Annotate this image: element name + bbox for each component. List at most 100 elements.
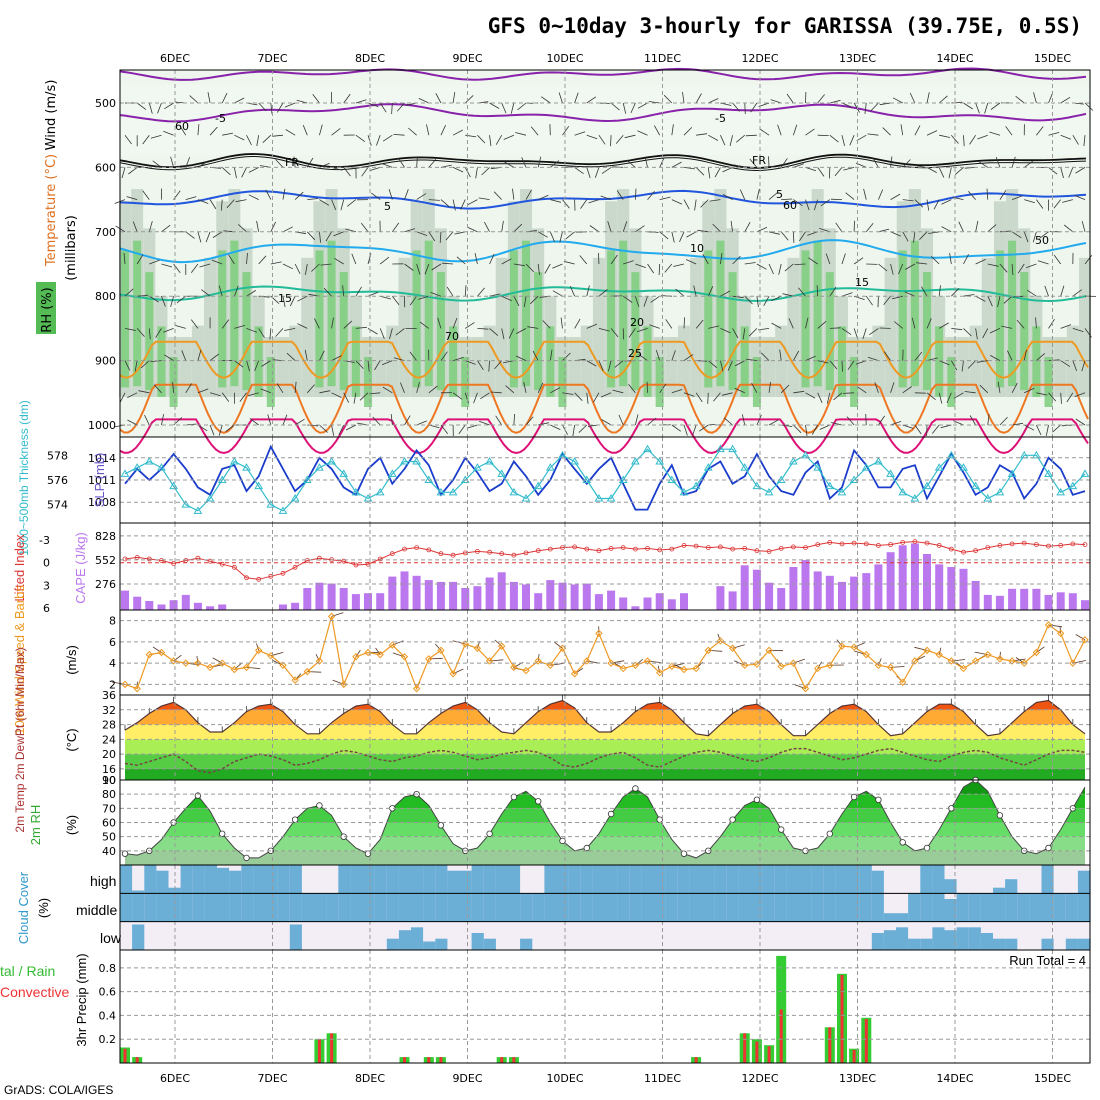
cloud-cell-clear: [1029, 921, 1043, 950]
wind-barb: [890, 382, 895, 393]
thickness-point: [594, 494, 604, 502]
cape-bar: [655, 593, 664, 610]
wind-barb: [537, 263, 540, 275]
wind-barb: [665, 319, 673, 329]
precip-conv-bar: [864, 1019, 868, 1063]
wind-barb: [246, 252, 248, 265]
wind-barb: [381, 360, 393, 366]
thickness-point: [1007, 469, 1017, 477]
wind-barb: [428, 199, 440, 201]
wind-barb: [673, 263, 685, 267]
contour-label: 25: [628, 347, 642, 360]
wind-barb: [1011, 195, 1023, 200]
wind-barb: [634, 414, 639, 426]
wind-barb: [598, 328, 610, 332]
wind-tick-label: 8: [109, 615, 116, 628]
wind-barb: [409, 295, 417, 306]
cloud-cell-low: [883, 930, 897, 950]
lifted-index-point: [474, 549, 480, 554]
wind-barb: [212, 231, 223, 238]
cloud-cell-clear: [883, 865, 897, 894]
cape-bar: [582, 583, 591, 610]
rh-shade-moist: [121, 250, 129, 388]
wind-barb: [999, 416, 1008, 426]
wind-barb: [226, 199, 235, 209]
wind-speed-point: [899, 678, 907, 686]
lifted-index-point: [377, 556, 383, 562]
cloud-cell-high: [774, 865, 788, 894]
wind-barb: [931, 256, 940, 265]
wind-barb: [372, 416, 381, 426]
cloud-cell-high: [180, 865, 194, 894]
wind-barb: [878, 263, 888, 272]
wind-barb: [831, 422, 843, 426]
wind-barb: [525, 189, 532, 200]
wind-barb: [977, 134, 988, 140]
wind-barb: [197, 231, 202, 243]
level-tick-label: 900: [95, 355, 116, 368]
slp-tick-label: 1014: [88, 452, 116, 465]
wind-barb: [647, 263, 655, 274]
wind-barb: [304, 349, 308, 361]
wind-speed-point: [327, 612, 336, 621]
wind-barb: [1015, 95, 1025, 104]
cloud-cell-low: [289, 924, 303, 950]
cape-bar: [206, 606, 215, 610]
wind-barb: [164, 102, 174, 110]
wind-barb: [954, 167, 964, 175]
rh-point: [194, 792, 202, 799]
wind-speed-point: [376, 650, 384, 659]
thickness-point: [1032, 450, 1041, 459]
cloud-cell-low: [1077, 938, 1091, 950]
wind-barb: [452, 129, 463, 136]
wind-barb: [963, 254, 969, 265]
wind-barb: [986, 188, 989, 200]
wind-barb: [904, 291, 916, 297]
wind-barb: [319, 390, 331, 394]
wind-barb: [1011, 263, 1014, 276]
cloud-cell-high: [350, 865, 364, 894]
wind-barb: [708, 360, 717, 369]
cloud-cell-middle: [677, 893, 691, 922]
wind-barb: [148, 102, 153, 114]
wind-barb: [843, 392, 855, 394]
cloud-cell-clear: [314, 865, 327, 894]
cloud-cell-middle: [144, 893, 157, 922]
wind-speed-point: [473, 644, 482, 652]
cloud-cell-clear: [641, 921, 655, 950]
level-tick-label: 500: [95, 97, 116, 110]
cape-bar: [534, 593, 543, 610]
lifted-index-point: [620, 545, 626, 550]
panel-frames: [119, 69, 1091, 1064]
rh-tick-label: 80: [102, 788, 116, 801]
thickness-point: [242, 463, 251, 471]
wind-barb: [598, 134, 606, 145]
wind-barb: [416, 420, 427, 426]
wind-barb: [683, 392, 695, 397]
cloud-cell-low: [435, 938, 448, 950]
wind-barb: [768, 419, 779, 426]
contour-temp-5: [119, 189, 1087, 210]
wind-barb: [697, 229, 709, 233]
cloud-cell-clear: [956, 865, 970, 894]
wind-barb: [170, 156, 174, 168]
wind-barb: [659, 196, 671, 200]
wind-speed-point: [157, 648, 166, 657]
wind-speed-point: [789, 659, 798, 667]
wind-barb: [695, 392, 703, 403]
wind-barb: [952, 196, 964, 200]
rh-shade-moist: [351, 326, 360, 397]
contour-label: 5: [776, 188, 783, 201]
wind-barb: [626, 159, 636, 168]
cape-bar: [412, 575, 421, 610]
rh-point: [243, 854, 250, 862]
cloud-cell-middle: [447, 893, 461, 922]
wind-barb: [630, 102, 636, 114]
wind-barb: [608, 360, 612, 372]
rh-point: [826, 830, 833, 837]
wind-speed-point: [340, 680, 348, 689]
cloud-cell-middle: [665, 893, 679, 922]
wind-barb: [750, 102, 758, 113]
wind-barb: [707, 286, 714, 297]
cloud-cell-low: [520, 938, 533, 950]
